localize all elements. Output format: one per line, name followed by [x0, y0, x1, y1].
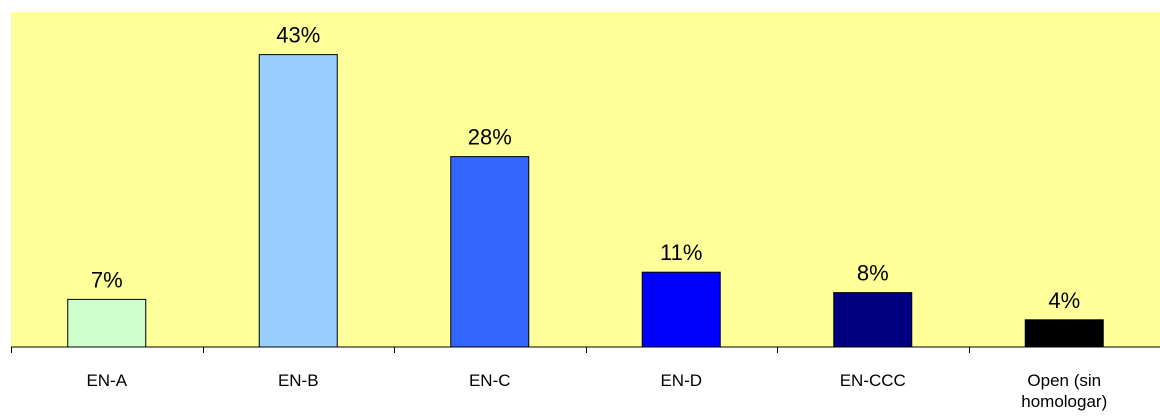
- bar-value-label: 43%: [276, 23, 320, 48]
- x-axis-ticks: [12, 347, 1160, 353]
- category-label: Open (sin homologar): [1021, 371, 1107, 411]
- category-label-line: homologar): [1021, 392, 1107, 411]
- bar: [1025, 320, 1103, 347]
- category-label-line: EN-CCC: [840, 371, 906, 390]
- bar: [451, 157, 529, 347]
- category-label-line: EN-B: [278, 371, 319, 390]
- category-label: EN-B: [278, 371, 319, 390]
- plot-area: [11, 12, 1160, 347]
- category-label-line: EN-C: [469, 371, 511, 390]
- bar: [642, 272, 720, 347]
- category-label-line: EN-A: [86, 371, 127, 390]
- bar-value-label: 8%: [857, 261, 889, 286]
- category-label-line: EN-D: [660, 371, 702, 390]
- category-label: EN-A: [86, 371, 127, 390]
- bar: [259, 55, 337, 347]
- bar: [68, 299, 146, 347]
- category-label: EN-C: [469, 371, 511, 390]
- bar-value-label: 4%: [1048, 288, 1080, 313]
- bar-value-label: 28%: [468, 125, 512, 150]
- bar-value-label: 11%: [660, 240, 702, 265]
- bar-value-label: 7%: [91, 267, 123, 292]
- category-labels: EN-A EN-B EN-C EN-D EN-CCC Open (sin homologar…: [86, 371, 1107, 411]
- category-label: EN-D: [660, 371, 702, 390]
- bar: [834, 293, 912, 347]
- category-label-line: Open (sin: [1027, 371, 1101, 390]
- category-label: EN-CCC: [840, 371, 906, 390]
